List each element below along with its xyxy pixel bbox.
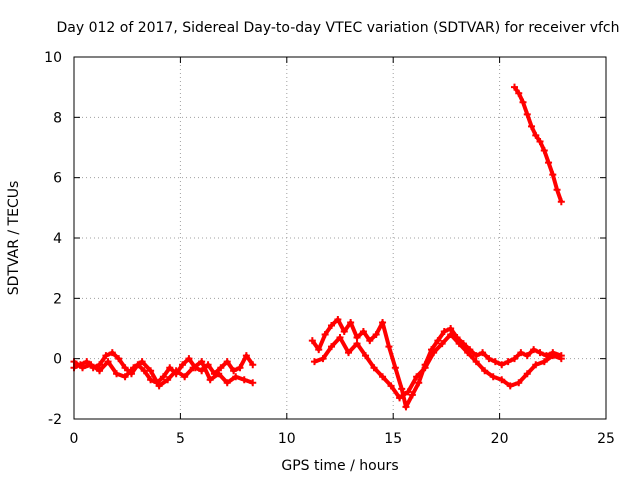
x-tick-label: 0	[70, 431, 79, 447]
series-segment-2	[308, 315, 565, 411]
plot-area	[70, 83, 565, 411]
grid-lines	[74, 57, 606, 419]
series-line	[310, 317, 562, 409]
series-line	[73, 350, 255, 385]
y-tick-label: -2	[48, 412, 62, 428]
series-line	[72, 359, 254, 388]
x-axis-ticks: 0 5 10 15 20 25	[70, 57, 615, 447]
y-tick-label: 8	[53, 110, 62, 126]
y-tick-label: 6	[53, 171, 62, 187]
series-segment-3	[510, 83, 565, 206]
series-segment-1b	[70, 358, 257, 390]
y-axis-ticks: -2 0 2 4 6 8 10	[44, 50, 606, 428]
y-tick-label: 2	[53, 291, 62, 307]
y-axis-label: SDTVAR / TECUs	[6, 181, 22, 296]
x-tick-label: 10	[278, 431, 296, 447]
y-tick-label: 10	[44, 50, 62, 66]
series-segment-2b	[310, 331, 565, 402]
x-tick-label: 20	[491, 431, 509, 447]
y-tick-label: 4	[53, 231, 62, 247]
x-tick-label: 25	[597, 431, 615, 447]
series-line	[313, 332, 562, 400]
y-tick-label: 0	[53, 352, 62, 368]
series-line	[512, 86, 564, 203]
x-axis-label: GPS time / hours	[281, 458, 398, 474]
x-tick-label: 5	[176, 431, 185, 447]
chart-title: Day 012 of 2017, Sidereal Day-to-day VTE…	[56, 20, 619, 36]
x-tick-label: 15	[384, 431, 402, 447]
